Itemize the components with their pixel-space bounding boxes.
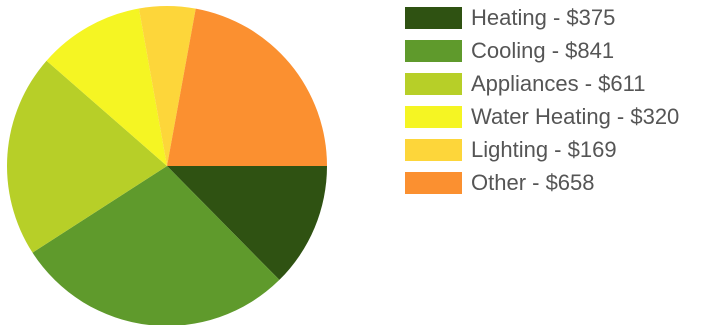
- pie-slice-lighting: [138, 5, 196, 167]
- legend-label: Appliances - $611: [471, 71, 646, 97]
- legend-label: Lighting - $169: [471, 137, 617, 163]
- legend-swatch: [405, 106, 462, 129]
- legend-item-appliances: Appliances - $611: [405, 72, 723, 97]
- legend-label: Cooling - $841: [471, 38, 615, 64]
- pie-slice-cooling: [32, 166, 280, 325]
- pie-slice-water-heating: [46, 8, 168, 166]
- pie-slice-heating: [167, 166, 327, 280]
- legend-item-lighting: Lighting - $169: [405, 138, 723, 163]
- chart-legend: Heating - $375 Cooling - $841 Appliances -…: [405, 6, 723, 204]
- pie-slice-appliances: [7, 60, 167, 253]
- legend-item-cooling: Cooling - $841: [405, 39, 723, 64]
- legend-swatch: [405, 7, 462, 30]
- legend-label: Other - $658: [471, 170, 595, 196]
- legend-item-other: Other - $658: [405, 171, 723, 196]
- pie-slice-other: [167, 8, 327, 166]
- legend-item-water-heating: Water Heating - $320: [405, 105, 723, 130]
- pie-chart: [7, 5, 327, 325]
- legend-swatch: [405, 73, 462, 96]
- legend-swatch: [405, 172, 462, 195]
- legend-swatch: [405, 139, 462, 162]
- legend-label: Heating - $375: [471, 5, 616, 31]
- legend-item-heating: Heating - $375: [405, 6, 723, 31]
- legend-label: Water Heating - $320: [471, 104, 680, 130]
- legend-swatch: [405, 40, 462, 63]
